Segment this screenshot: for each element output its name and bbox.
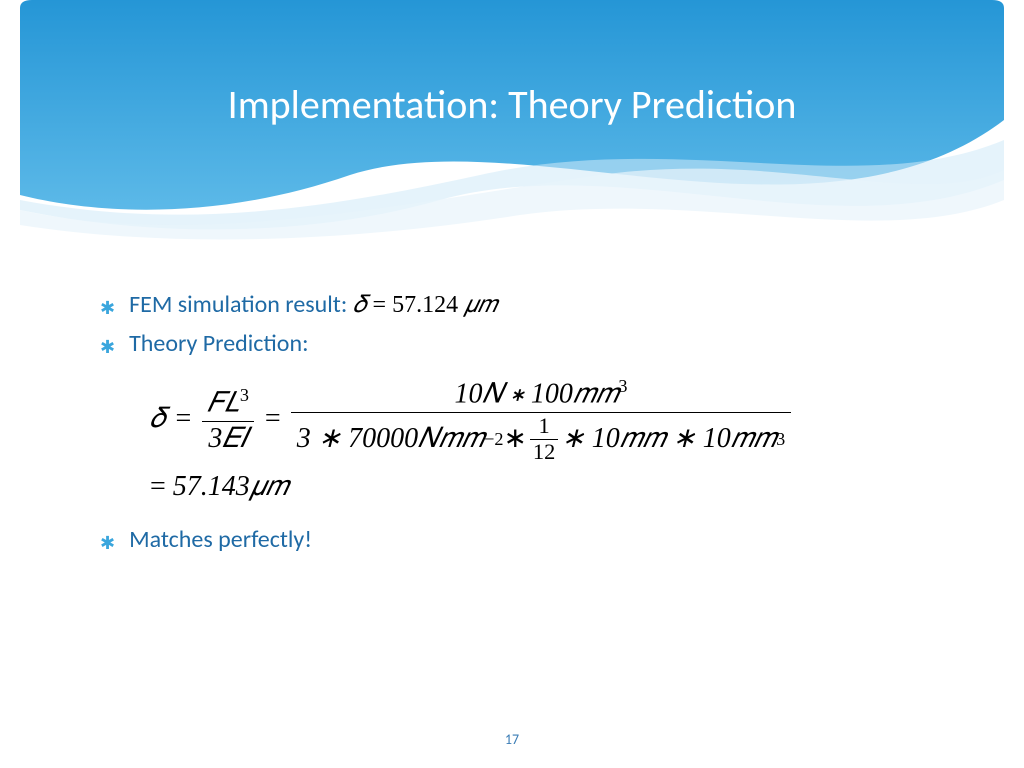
sub-fraction: 1 12 [530,415,558,463]
page-number: 17 [0,731,1024,748]
bullet-text: FEM simulation result: [129,290,347,319]
slide: Implementation: Theory Prediction ✱ FEM … [0,0,1024,768]
bullet-item: ✱ Theory Prediction: [100,329,944,358]
bullet-item: ✱ Matches perfectly! [100,525,944,554]
formula-block: 𝛿 = 𝐹𝐿3 3𝐸𝐼 = 10𝑁 ∗ 100𝑚𝑚3 3 ∗ 70000𝑁𝑚𝑚−… [150,376,944,503]
fraction-1: 𝐹𝐿3 3𝐸𝐼 [201,385,255,455]
bullet-text: Matches perfectly! [129,525,312,554]
bullet-marker-icon: ✱ [100,338,115,356]
header-wave [0,0,1024,260]
bullet-marker-icon: ✱ [100,299,115,317]
fraction-2: 10𝑁 ∗ 100𝑚𝑚3 3 ∗ 70000𝑁𝑚𝑚−2 ∗ 1 12 ∗ 10𝑚… [291,376,792,463]
inline-equation: 𝛿 = 57.124 𝜇𝑚 [353,292,497,319]
bullet-text: Theory Prediction: [129,329,308,358]
content-area: ✱ FEM simulation result: 𝛿 = 57.124 𝜇𝑚 ✱… [100,290,944,554]
formula-line-1: 𝛿 = 𝐹𝐿3 3𝐸𝐼 = 10𝑁 ∗ 100𝑚𝑚3 3 ∗ 70000𝑁𝑚𝑚−… [150,376,944,463]
bullet-marker-icon: ✱ [100,534,115,552]
slide-title: Implementation: Theory Prediction [0,80,1024,129]
bullet-item: ✱ FEM simulation result: 𝛿 = 57.124 𝜇𝑚 [100,290,944,319]
formula-result: = 57.143𝜇𝑚 [150,471,944,503]
